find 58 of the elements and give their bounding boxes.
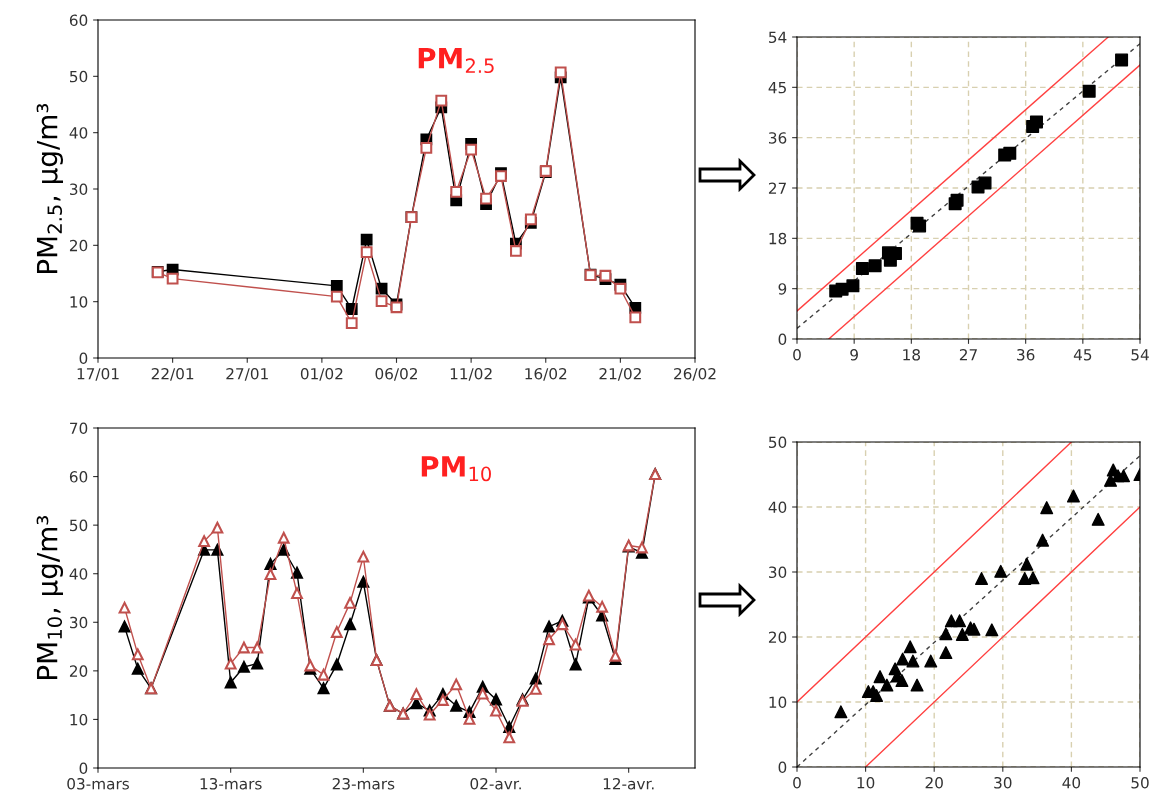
x-tick-label: 9 xyxy=(850,348,858,361)
y-tick-label: 20 xyxy=(69,665,88,677)
x-tick-label: 30 xyxy=(994,776,1012,789)
y-tick-label: 40 xyxy=(69,127,88,139)
y-tick-label: 10 xyxy=(769,696,787,709)
y-tick-label: 0 xyxy=(79,762,88,775)
x-tick-label: 27 xyxy=(959,348,977,361)
y-tick-label: 20 xyxy=(69,239,88,252)
y-tick-label: 70 xyxy=(70,422,88,435)
x-tick-label: 54 xyxy=(1131,349,1149,361)
x-tick-label: 20 xyxy=(925,776,943,789)
y-tick-label: 0 xyxy=(778,333,787,346)
x-tick-label: 23-mars xyxy=(332,777,395,790)
y-tick-label: 9 xyxy=(778,283,787,295)
y-tick-label: 50 xyxy=(70,70,88,83)
y-tick-label: 54 xyxy=(769,31,787,44)
y-tick-label: 0 xyxy=(778,761,787,774)
x-tick-label: 26/02 xyxy=(674,367,716,381)
x-tick-label: 13-mars xyxy=(200,777,262,790)
y-tick-label: 60 xyxy=(69,14,88,27)
x-tick-label: 02-avr. xyxy=(470,777,521,790)
annotation: PM$_{10}$ xyxy=(421,456,491,482)
x-tick-label: 22/01 xyxy=(151,367,194,381)
x-tick-label: 17/01 xyxy=(77,367,119,381)
x-tick-label: 21/02 xyxy=(599,367,641,381)
x-tick-label: 03-mars xyxy=(67,777,129,790)
x-tick-label: 40 xyxy=(1062,776,1081,789)
x-tick-label: 27/01 xyxy=(226,367,268,381)
x-tick-label: 18 xyxy=(903,348,921,361)
y-tick-label: 30 xyxy=(70,183,88,196)
y-tick-label: 10 xyxy=(70,296,88,308)
x-tick-label: 01/02 xyxy=(300,367,343,381)
x-tick-label: 10 xyxy=(857,776,875,789)
y-axis-title: PM$_{2.5}$, µg/m³ xyxy=(36,103,64,273)
y-tick-label: 30 xyxy=(769,566,787,579)
x-tick-label: 50 xyxy=(1131,776,1149,789)
y-tick-label: 20 xyxy=(768,631,787,644)
x-tick-label: 45 xyxy=(1073,349,1092,361)
x-tick-label: 16/02 xyxy=(525,367,567,381)
x-tick-label: 36 xyxy=(1017,348,1035,361)
y-tick-label: 10 xyxy=(70,713,88,726)
y-tick-label: 60 xyxy=(69,471,88,483)
y-tick-label: 40 xyxy=(69,568,88,580)
y-tick-label: 30 xyxy=(70,616,88,629)
y-tick-label: 27 xyxy=(768,182,786,194)
x-tick-label: 0 xyxy=(793,776,801,789)
y-tick-label: 45 xyxy=(768,82,786,94)
y-tick-label: 50 xyxy=(70,519,88,532)
y-tick-label: 50 xyxy=(769,436,787,449)
x-tick-label: 11/02 xyxy=(450,367,492,381)
x-tick-label: 0 xyxy=(793,348,801,361)
y-axis-title: PM$_{10}$, µg/m³ xyxy=(36,516,64,679)
x-tick-label: 12-avr. xyxy=(603,777,654,790)
y-tick-label: 18 xyxy=(769,232,787,245)
x-tick-label: 06/02 xyxy=(375,367,417,381)
annotation: PM$_{2.5}$ xyxy=(418,47,494,74)
y-tick-label: 36 xyxy=(769,132,787,144)
y-tick-label: 40 xyxy=(768,501,787,514)
